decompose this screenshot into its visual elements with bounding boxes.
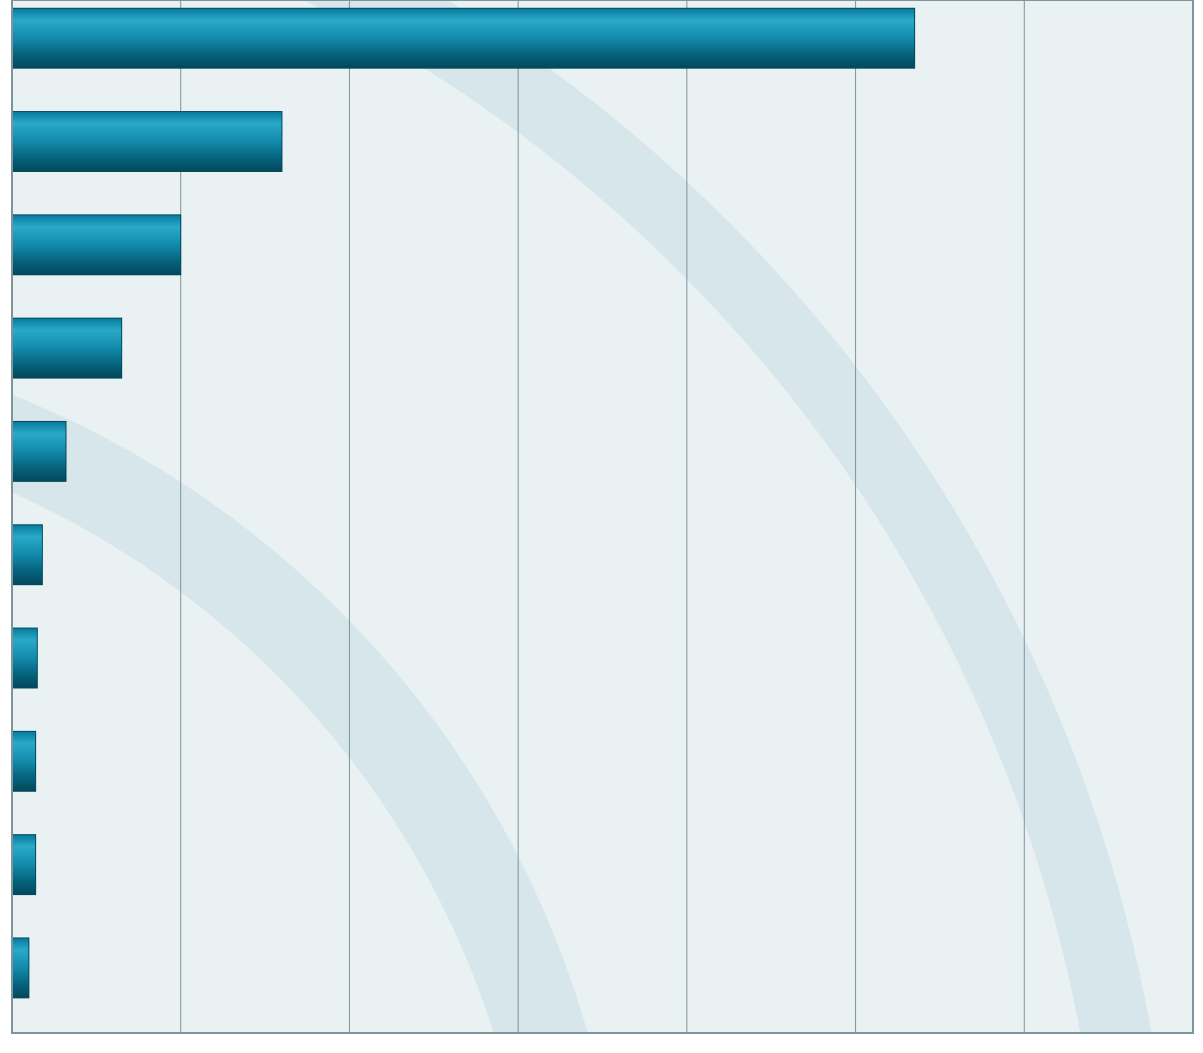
bar: [12, 835, 36, 895]
bar: [12, 8, 915, 68]
bar: [12, 938, 29, 998]
bar: [12, 628, 37, 688]
bar: [12, 318, 122, 378]
bar: [12, 731, 36, 791]
bar: [12, 525, 42, 585]
horizontal-bar-chart: [0, 0, 1203, 1053]
bar: [12, 215, 181, 275]
bar: [12, 421, 66, 481]
bar: [12, 112, 282, 172]
